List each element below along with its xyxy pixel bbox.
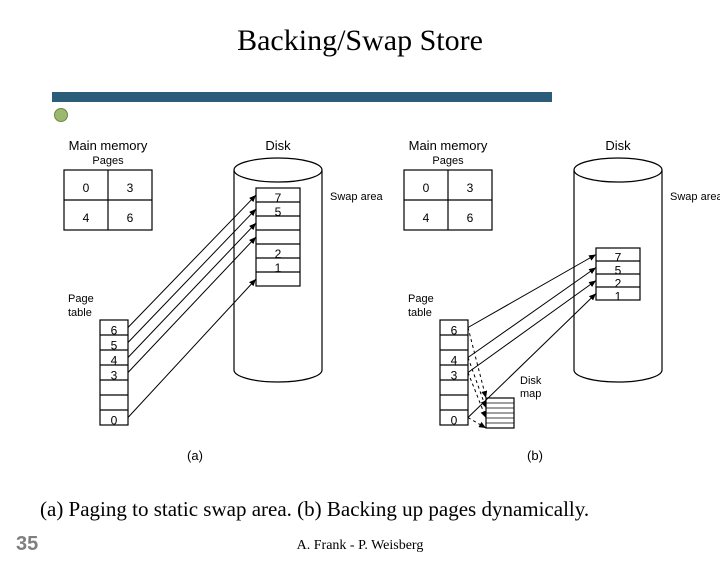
svg-text:7: 7 bbox=[275, 191, 282, 205]
svg-text:Main memory: Main memory bbox=[69, 138, 148, 153]
svg-text:Disk: Disk bbox=[605, 138, 631, 153]
svg-text:6: 6 bbox=[467, 211, 474, 225]
svg-text:Swap area: Swap area bbox=[670, 191, 720, 203]
svg-text:table: table bbox=[408, 307, 432, 319]
svg-text:1: 1 bbox=[275, 261, 282, 275]
svg-text:(b): (b) bbox=[527, 448, 543, 463]
svg-text:3: 3 bbox=[451, 369, 458, 383]
svg-text:5: 5 bbox=[111, 339, 118, 353]
svg-text:6: 6 bbox=[111, 324, 118, 338]
svg-text:Page: Page bbox=[408, 293, 434, 305]
caption: (a) Paging to static swap area. (b) Back… bbox=[40, 497, 589, 522]
svg-text:Disk: Disk bbox=[520, 375, 542, 387]
svg-text:Pages: Pages bbox=[92, 155, 124, 167]
svg-text:Disk: Disk bbox=[265, 138, 291, 153]
svg-text:0: 0 bbox=[451, 414, 458, 428]
svg-text:0: 0 bbox=[83, 181, 90, 195]
svg-text:1: 1 bbox=[615, 290, 622, 304]
title-underline bbox=[52, 92, 552, 102]
svg-text:0: 0 bbox=[111, 414, 118, 428]
svg-text:0: 0 bbox=[423, 181, 430, 195]
svg-text:6: 6 bbox=[451, 324, 458, 338]
svg-text:2: 2 bbox=[275, 247, 282, 261]
svg-text:3: 3 bbox=[467, 181, 474, 195]
diagram-svg: Main memoryPages0346DiskSwap area7521Pag… bbox=[0, 132, 720, 472]
svg-text:4: 4 bbox=[111, 354, 118, 368]
svg-text:Pages: Pages bbox=[432, 155, 464, 167]
svg-text:table: table bbox=[68, 307, 92, 319]
svg-text:5: 5 bbox=[615, 264, 622, 278]
title-bullet bbox=[54, 108, 68, 122]
svg-text:Swap area: Swap area bbox=[330, 191, 383, 203]
svg-text:4: 4 bbox=[83, 211, 90, 225]
svg-text:5: 5 bbox=[275, 205, 282, 219]
diagram-area: Main memoryPages0346DiskSwap area7521Pag… bbox=[0, 132, 720, 472]
footer: A. Frank - P. Weisberg bbox=[0, 538, 720, 554]
svg-text:2: 2 bbox=[615, 277, 622, 291]
slide-title: Backing/Swap Store bbox=[0, 24, 720, 58]
svg-text:map: map bbox=[520, 388, 541, 400]
svg-text:(a): (a) bbox=[187, 448, 203, 463]
svg-text:3: 3 bbox=[127, 181, 134, 195]
svg-text:7: 7 bbox=[615, 251, 622, 265]
svg-text:4: 4 bbox=[423, 211, 430, 225]
svg-text:6: 6 bbox=[127, 211, 134, 225]
svg-text:Page: Page bbox=[68, 293, 94, 305]
svg-text:Main memory: Main memory bbox=[409, 138, 488, 153]
svg-text:4: 4 bbox=[451, 354, 458, 368]
svg-text:3: 3 bbox=[111, 369, 118, 383]
